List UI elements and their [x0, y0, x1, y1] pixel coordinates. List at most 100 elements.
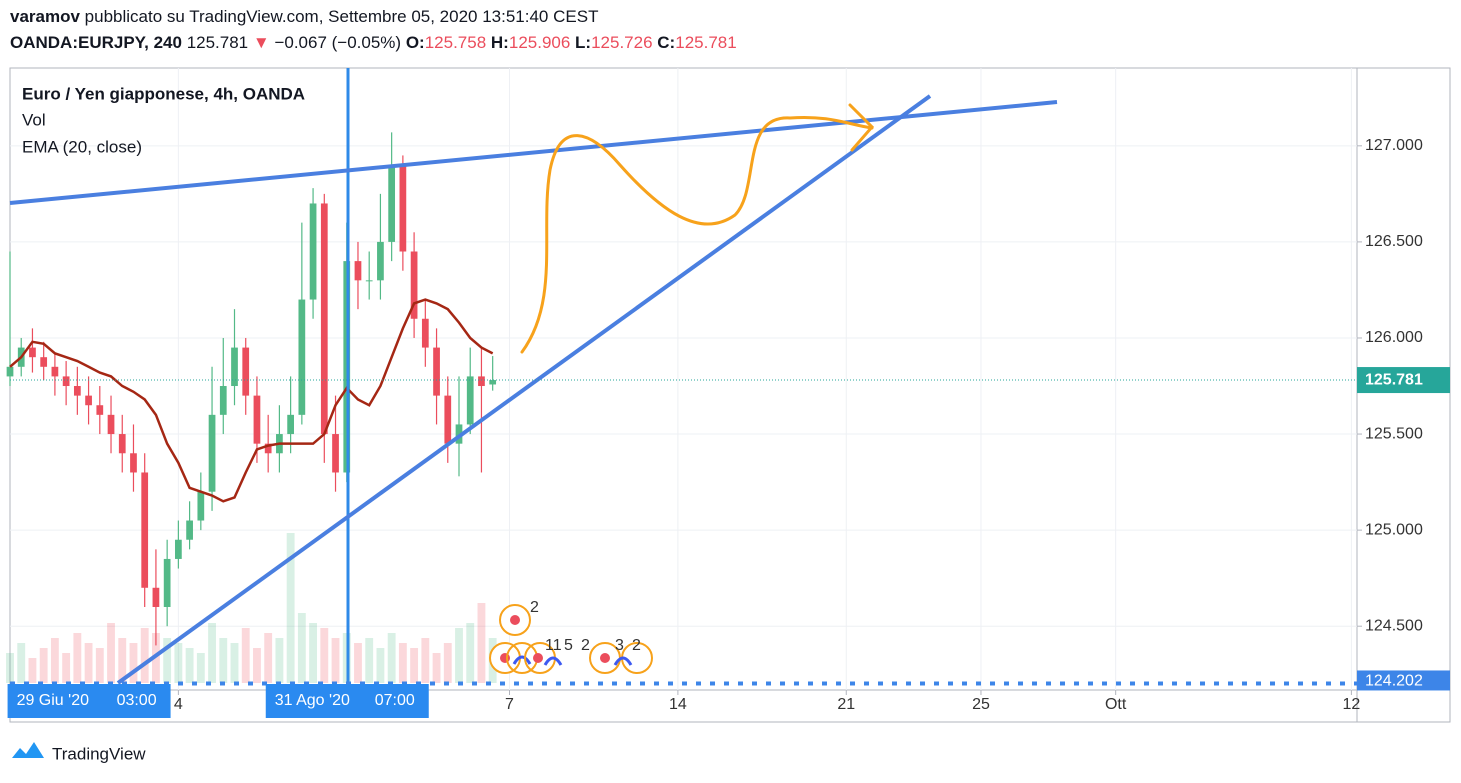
candle-body [478, 376, 485, 387]
candle-body [287, 414, 294, 435]
x-tick-label: 4 [174, 696, 183, 713]
volume-bar [219, 638, 228, 683]
candle-body [118, 434, 126, 454]
y-tick-label: 127.000 [1365, 137, 1423, 154]
volume-bar [84, 643, 93, 683]
candle-body [309, 203, 317, 300]
y-tick-label: 126.500 [1365, 233, 1423, 250]
trend-line [9, 100, 1058, 205]
volume-bar [466, 623, 475, 683]
ohlc-label: L: [575, 33, 591, 52]
event-icon [512, 655, 532, 665]
volume-bar [275, 638, 284, 683]
change: −0.067 (−0.05%) [274, 33, 401, 52]
event-count: 3 [615, 637, 624, 654]
candle-body [421, 318, 429, 348]
candle-body [332, 434, 339, 473]
candle-body [377, 241, 384, 281]
x-tick-label: Ott [1105, 696, 1127, 713]
volume-bar [140, 628, 149, 683]
legend-title: Euro / Yen giapponese, 4h, OANDA [22, 84, 305, 103]
drawings [9, 68, 1058, 690]
published: pubblicato su TradingView.com, Settembre… [85, 7, 599, 26]
candle-body [6, 366, 14, 377]
volume-bar [309, 623, 318, 683]
candle-body [208, 414, 216, 492]
candle-body [365, 280, 373, 282]
volume-bar [39, 648, 48, 683]
crosshair-time: 07:00 [375, 692, 415, 709]
ema-line [9, 298, 494, 503]
volume-bar [241, 628, 250, 683]
volume-bar [50, 638, 59, 683]
event-dot [533, 653, 543, 663]
y-tick-label: 125.000 [1365, 521, 1423, 538]
y-tick-label: 124.500 [1365, 617, 1423, 634]
volume-bar [118, 638, 127, 683]
volume-bar [421, 638, 430, 683]
candle-body [444, 395, 452, 444]
ohlc-label: O: [406, 33, 425, 52]
candle-body [354, 261, 362, 281]
event-icon [613, 656, 633, 666]
candle-body [388, 165, 396, 242]
volume-bar [376, 648, 385, 683]
ohlc-value: 125.758 [425, 33, 486, 52]
candle-body [410, 251, 418, 319]
event-dot [510, 615, 520, 625]
event-icon [543, 656, 563, 666]
crosshair-date: 29 Giu '20 [17, 692, 90, 709]
candle-body [130, 453, 137, 473]
event-dot [500, 653, 510, 663]
y-tick-label: 125.500 [1365, 425, 1423, 442]
ohlc-label: H: [491, 33, 509, 52]
candle-body [197, 491, 205, 521]
ohlc-value: 125.906 [509, 33, 570, 52]
candle-body [466, 376, 474, 425]
candle-body [29, 347, 36, 358]
volume-bar [354, 643, 362, 683]
logo [12, 742, 44, 758]
candle-body [96, 405, 104, 415]
legend-volume: Vol [22, 110, 46, 129]
volume-bar [387, 633, 396, 683]
crosshair-time-box [265, 684, 429, 718]
x-tick-label: 14 [669, 696, 687, 713]
last-price-box [1357, 367, 1450, 394]
volume-bar [17, 643, 26, 683]
volume-bar [331, 638, 340, 683]
volume-bar [297, 613, 306, 683]
volume-bar [163, 638, 172, 683]
volume-bar [477, 603, 486, 683]
candle-body [141, 472, 149, 588]
volume-bar [107, 623, 115, 683]
volume-bar [62, 653, 71, 683]
x-tick-label: 7 [505, 696, 514, 713]
volume-bar [432, 653, 441, 683]
chart-frame [9, 67, 1451, 723]
event-count: 2 [530, 599, 539, 616]
candle-body [186, 520, 193, 540]
candle-body [175, 539, 182, 559]
y-tick-label: 126.000 [1365, 329, 1423, 346]
symbol: OANDA:EURJPY, 240 [10, 33, 182, 52]
ohlc-value: 125.726 [591, 33, 652, 52]
volume-bar [129, 643, 138, 683]
volume-layer [6, 533, 497, 683]
crosshair-time: 03:00 [117, 692, 157, 709]
event-count: 11 [545, 637, 562, 654]
candle-body [107, 414, 115, 435]
direction: ▼ [253, 33, 270, 52]
volume-bar [208, 623, 216, 683]
candle-body [85, 395, 92, 406]
candle-body [219, 386, 227, 415]
candle-body [40, 357, 48, 367]
level-box [1357, 670, 1450, 691]
volume-bar [95, 648, 104, 683]
candle-body [152, 587, 160, 607]
quote-line: OANDA:EURJPY, 240 125.781 ▼ −0.067 (−0.0… [10, 33, 737, 52]
crosshair-time-box [7, 684, 171, 718]
volume-bar [73, 633, 82, 683]
candle-body [433, 347, 440, 396]
